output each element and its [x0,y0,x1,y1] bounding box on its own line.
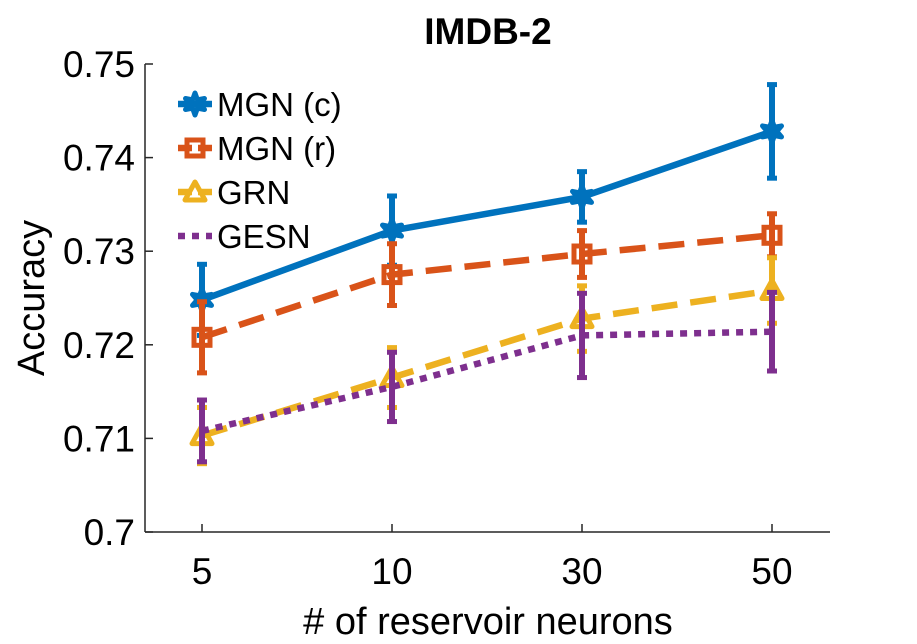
legend-label: MGN (c) [217,86,342,123]
legend-label: GESN [217,218,311,255]
series-1 [191,211,783,376]
x-tick-label: 50 [751,551,792,592]
series-2 [189,255,785,467]
plot-area [189,82,785,467]
data-point [381,264,403,286]
y-tick-label: 0.75 [63,44,135,85]
series-line [200,128,774,303]
legend-label: MGN (r) [217,130,336,167]
legend-label: GRN [217,174,290,211]
x-tick-label: 30 [561,551,602,592]
legend: MGN (c) MGN (r) GRN GESN [178,86,342,255]
legend-marker [182,179,208,203]
y-axis-label: Accuracy [11,220,53,376]
series-3 [197,289,777,465]
y-tick-label: 0.74 [63,138,135,179]
legend-marker [184,137,206,159]
x-tick-label: 5 [192,551,213,592]
legend-entry: GESN [178,218,311,255]
y-tick-label: 0.7 [84,512,135,553]
data-point [571,243,593,265]
y-tick-label: 0.71 [63,418,135,459]
data-point [761,224,783,246]
y-tick-label: 0.72 [63,325,135,366]
x-tick-label: 10 [371,551,412,592]
legend-marker [183,90,207,118]
data-point [570,183,594,211]
legend-entry: GRN [178,174,290,211]
data-point [191,326,213,348]
tick-labels: 0.7 0.71 0.72 0.73 0.74 0.75 5 10 30 50 [63,44,793,592]
legend-entry: MGN (r) [178,130,336,167]
legend-entry: MGN (c) [178,86,342,123]
x-axis-label: # of reservoir neurons [303,601,673,643]
series-line [200,232,773,341]
axes-frame [144,63,830,533]
chart-title: IMDB-2 [424,11,551,52]
data-point [760,117,784,145]
y-tick-label: 0.73 [63,231,135,272]
